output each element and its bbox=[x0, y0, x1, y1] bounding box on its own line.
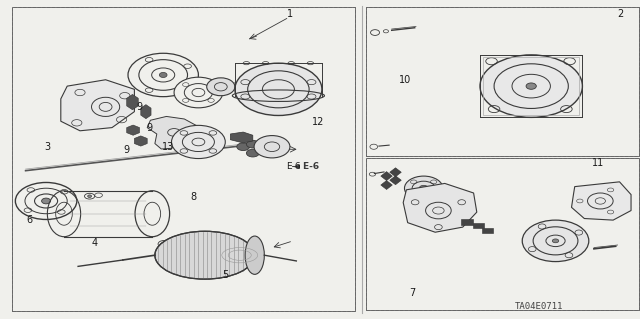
Text: 9: 9 bbox=[146, 122, 152, 133]
Polygon shape bbox=[147, 116, 202, 149]
Polygon shape bbox=[127, 94, 138, 110]
Polygon shape bbox=[61, 80, 134, 131]
Polygon shape bbox=[381, 181, 392, 189]
Ellipse shape bbox=[419, 185, 428, 191]
Polygon shape bbox=[473, 223, 484, 228]
Text: E-6: E-6 bbox=[286, 162, 300, 171]
Text: 1: 1 bbox=[287, 9, 293, 19]
Polygon shape bbox=[390, 176, 401, 185]
Text: 5: 5 bbox=[222, 270, 228, 280]
Ellipse shape bbox=[174, 77, 223, 108]
Polygon shape bbox=[230, 132, 253, 143]
Ellipse shape bbox=[526, 83, 536, 89]
Polygon shape bbox=[134, 136, 147, 146]
Text: 9: 9 bbox=[136, 102, 143, 112]
Ellipse shape bbox=[237, 143, 250, 151]
Polygon shape bbox=[141, 105, 151, 119]
Text: 12: 12 bbox=[312, 117, 324, 127]
Ellipse shape bbox=[159, 72, 167, 78]
Polygon shape bbox=[390, 168, 401, 177]
Text: 11: 11 bbox=[592, 158, 605, 168]
Ellipse shape bbox=[522, 220, 589, 262]
Text: 10: 10 bbox=[399, 75, 412, 85]
Polygon shape bbox=[572, 182, 631, 220]
Ellipse shape bbox=[42, 198, 51, 204]
Ellipse shape bbox=[245, 236, 264, 274]
Ellipse shape bbox=[246, 149, 259, 157]
Polygon shape bbox=[482, 228, 493, 233]
Ellipse shape bbox=[128, 53, 198, 97]
Ellipse shape bbox=[155, 231, 255, 279]
Ellipse shape bbox=[254, 136, 290, 158]
Ellipse shape bbox=[480, 55, 582, 117]
Polygon shape bbox=[381, 172, 392, 181]
Ellipse shape bbox=[404, 176, 443, 200]
Ellipse shape bbox=[235, 63, 322, 115]
Ellipse shape bbox=[207, 78, 235, 96]
Ellipse shape bbox=[246, 140, 259, 148]
Text: 2: 2 bbox=[618, 9, 624, 19]
Ellipse shape bbox=[172, 125, 225, 159]
Polygon shape bbox=[461, 219, 473, 225]
Text: 7: 7 bbox=[410, 288, 416, 298]
Text: 3: 3 bbox=[44, 142, 51, 152]
Text: 9: 9 bbox=[123, 145, 129, 155]
Bar bbox=[483, 57, 579, 115]
Text: 8: 8 bbox=[190, 192, 196, 202]
Ellipse shape bbox=[552, 239, 559, 243]
Ellipse shape bbox=[88, 195, 92, 197]
Text: ◄ E-6: ◄ E-6 bbox=[293, 162, 319, 171]
Text: 13: 13 bbox=[161, 142, 174, 152]
Polygon shape bbox=[403, 183, 477, 232]
Polygon shape bbox=[127, 125, 140, 135]
Text: 6: 6 bbox=[26, 215, 33, 225]
Ellipse shape bbox=[256, 145, 269, 152]
Text: TA04E0711: TA04E0711 bbox=[515, 302, 563, 311]
Text: 4: 4 bbox=[92, 238, 98, 248]
